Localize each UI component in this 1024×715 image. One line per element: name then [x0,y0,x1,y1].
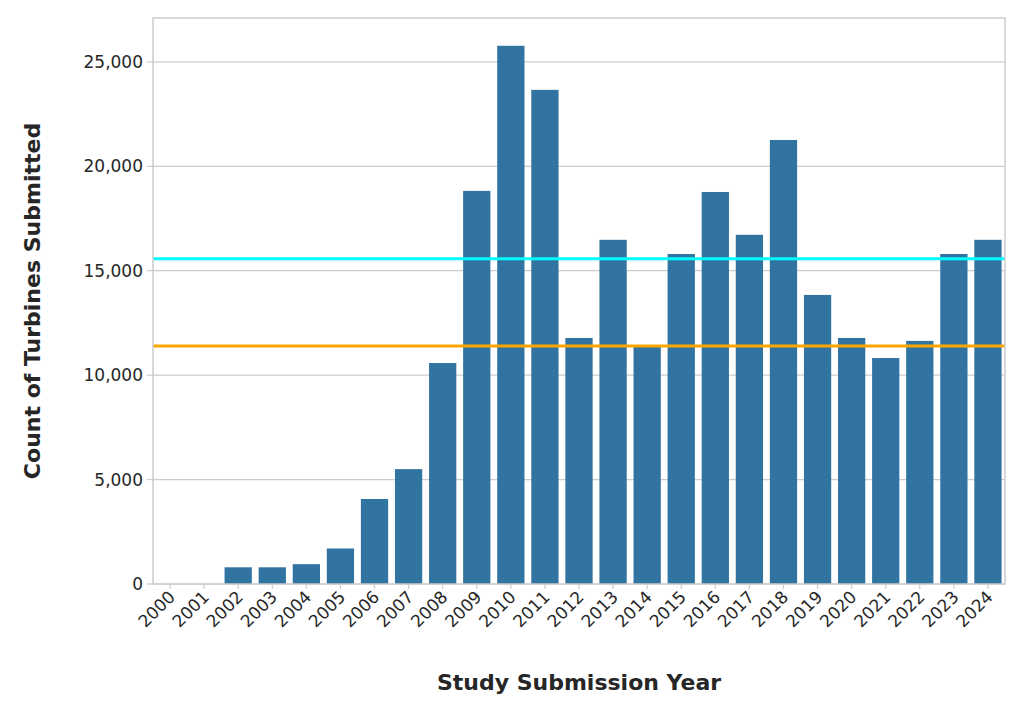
tick-label: 2009 [441,587,486,632]
tick-label: 2006 [339,587,384,632]
bar [327,548,354,584]
tick-mark [169,584,170,589]
tick-label: 10,000 [84,365,143,385]
tick-mark [919,584,920,589]
bar [395,469,422,584]
tick-label: 0 [132,574,143,594]
tick-label: 2019 [782,587,827,632]
bar [668,254,695,584]
bar [838,338,865,584]
tick-mark [783,584,784,589]
bar [974,240,1001,584]
tick-mark [272,584,273,589]
tick-mark [147,270,153,271]
tick-mark [715,584,716,589]
tick-label: 2013 [577,587,622,632]
tick-mark [578,584,579,589]
tick-mark [953,584,954,589]
tick-label: 2003 [236,587,281,632]
tick-label: 2021 [850,587,895,632]
tick-label: 15,000 [84,261,143,281]
tick-label: 20,000 [84,156,143,176]
bar [225,567,252,584]
bar [872,358,899,584]
tick-mark [204,584,205,589]
tick-label: 2017 [713,587,758,632]
tick-mark [374,584,375,589]
tick-mark [442,584,443,589]
bar [361,499,388,584]
tick-label: 2004 [270,587,315,632]
tick-mark [510,584,511,589]
bar [702,192,729,584]
tick-mark [306,584,307,589]
tick-mark [340,584,341,589]
tick-mark [147,61,153,62]
tick-label: 2000 [134,587,179,632]
bar [599,240,626,584]
tick-mark [987,584,988,589]
grid-line [153,270,1005,271]
tick-label: 2022 [884,587,929,632]
y-axis-label: Count of Turbines Submitted [20,123,45,479]
tick-mark [476,584,477,589]
tick-mark [749,584,750,589]
bar [565,338,592,584]
tick-mark [147,166,153,167]
bar [293,564,320,584]
tick-label: 25,000 [84,52,143,72]
tick-label: 2024 [952,587,997,632]
bar [804,295,831,584]
bar [497,46,524,584]
plot-marks [153,46,1005,584]
bar [770,140,797,584]
tick-mark [817,584,818,589]
bar [531,90,558,584]
tick-label: 2012 [543,587,588,632]
tick-mark [681,584,682,589]
tick-mark [238,584,239,589]
bar [259,567,286,584]
tick-label: 2007 [373,587,418,632]
tick-label: 2023 [918,587,963,632]
tick-mark [147,479,153,480]
tick-label: 2015 [645,587,690,632]
grid-line [153,61,1005,62]
tick-label: 2018 [748,587,793,632]
tick-label: 2010 [475,587,520,632]
tick-mark [544,584,545,589]
tick-mark [647,584,648,589]
tick-label: 2008 [407,587,452,632]
tick-mark [147,375,153,376]
reference-line [153,344,1005,347]
tick-label: 2001 [168,587,213,632]
chart: 05,00010,00015,00020,00025,0002000200120… [0,0,1024,715]
tick-mark [147,583,153,584]
grid-line [153,166,1005,167]
tick-label: 2020 [816,587,861,632]
bar [463,191,490,584]
tick-label: 2014 [611,587,656,632]
plot-frame [153,18,1005,584]
bar [634,347,661,584]
tick-label: 2002 [202,587,247,632]
tick-mark [851,584,852,589]
tick-mark [885,584,886,589]
bar [429,363,456,584]
tick-label: 2005 [305,587,350,632]
x-axis-label: Study Submission Year [437,670,721,695]
bar [736,235,763,584]
tick-mark [612,584,613,589]
tick-mark [408,584,409,589]
tick-label: 2011 [509,587,554,632]
tick-label: 2016 [679,587,724,632]
bar [906,341,933,584]
bar [940,254,967,584]
tick-label: 5,000 [94,470,143,490]
reference-line [153,257,1005,260]
